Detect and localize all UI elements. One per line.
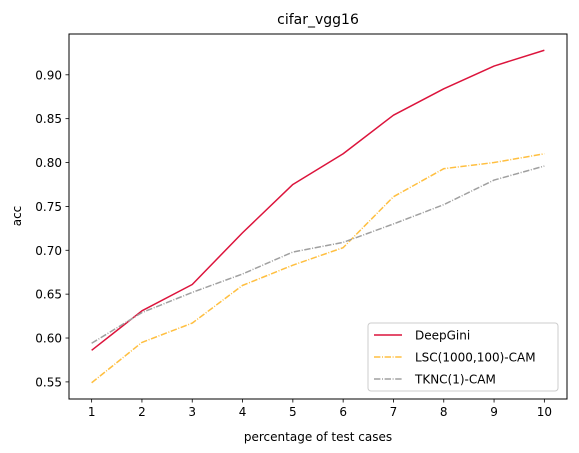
series-line-0 bbox=[91, 49, 545, 351]
series-line-2 bbox=[91, 165, 545, 344]
x-tick-label: 9 bbox=[490, 405, 498, 419]
y-tick-label: 0.70 bbox=[35, 244, 62, 258]
y-tick-label: 0.85 bbox=[35, 112, 62, 126]
x-tick-label: 7 bbox=[390, 405, 398, 419]
x-tick-label: 1 bbox=[88, 405, 96, 419]
legend: DeepGini LSC(1000,100)-CAM TKNC(1)-CAM bbox=[367, 322, 559, 392]
x-tick-label: 5 bbox=[289, 405, 297, 419]
y-tick-label: 0.75 bbox=[35, 200, 62, 214]
y-tick-label: 0.60 bbox=[35, 332, 62, 346]
y-tick-label: 0.90 bbox=[35, 68, 62, 82]
x-tick-label: 2 bbox=[138, 405, 146, 419]
legend-box bbox=[367, 322, 559, 392]
plot-frame bbox=[68, 33, 568, 400]
series-layer bbox=[91, 49, 545, 384]
y-tick-label: 0.65 bbox=[35, 288, 62, 302]
x-tick-label: 10 bbox=[537, 405, 552, 419]
x-tick-label: 4 bbox=[239, 405, 247, 419]
y-axis-label: acc bbox=[10, 206, 24, 227]
y-tick-label: 0.55 bbox=[35, 375, 62, 389]
legend-label: LSC(1000,100)-CAM bbox=[415, 351, 536, 365]
x-tick-label: 8 bbox=[440, 405, 448, 419]
legend-label: TKNC(1)-CAM bbox=[414, 373, 496, 387]
legend-label: DeepGini bbox=[415, 329, 470, 343]
y-tick-label: 0.80 bbox=[35, 156, 62, 170]
x-tick-label: 6 bbox=[339, 405, 347, 419]
chart-title: cifar_vgg16 bbox=[277, 12, 359, 28]
x-tick-label: 3 bbox=[188, 405, 196, 419]
x-axis-label: percentage of test cases bbox=[244, 430, 392, 444]
series-line-1 bbox=[91, 153, 545, 384]
y-axis: 0.55 0.60 0.65 0.70 0.75 0.80 0.85 0.90 bbox=[35, 68, 69, 389]
x-axis: 1 2 3 4 5 6 7 8 9 10 bbox=[88, 399, 552, 419]
